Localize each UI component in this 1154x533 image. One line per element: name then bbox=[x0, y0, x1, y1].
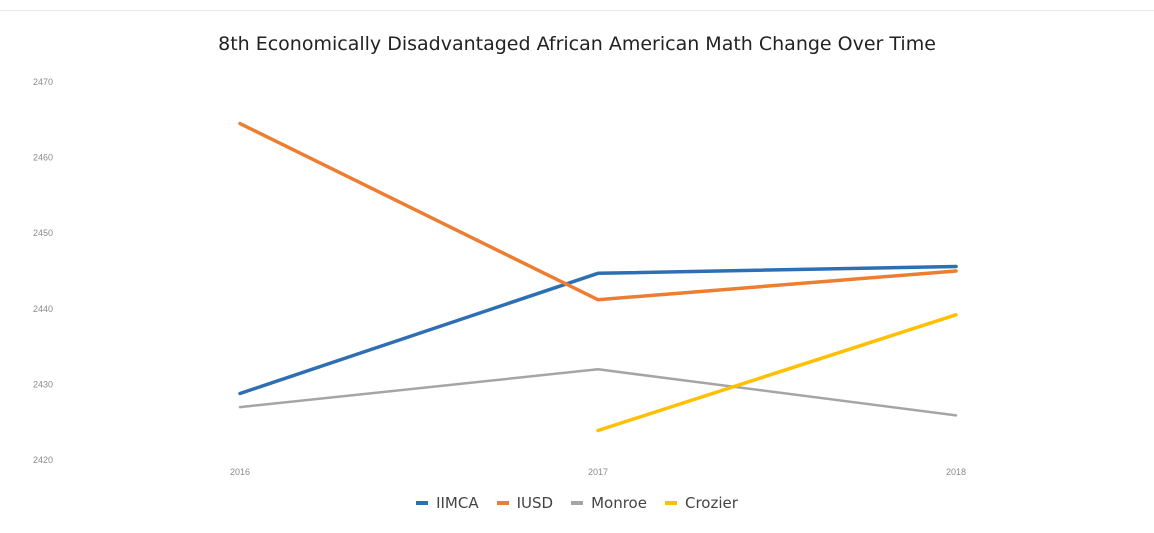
series-line-monroe bbox=[238, 368, 958, 417]
series-line-iusd bbox=[238, 121, 958, 302]
y-tick-label: 2470 bbox=[33, 77, 53, 87]
legend-item-monroe: Monroe bbox=[571, 494, 647, 512]
legend-label: Crozier bbox=[684, 494, 738, 512]
y-tick-label: 2420 bbox=[33, 455, 53, 465]
chart-title: 8th Economically Disadvantaged African A… bbox=[218, 33, 936, 55]
y-tick-label: 2440 bbox=[33, 304, 53, 314]
y-tick-label: 2430 bbox=[33, 379, 53, 389]
x-tick-label: 2016 bbox=[230, 467, 250, 477]
series-line-crozier bbox=[596, 313, 958, 433]
legend-swatch bbox=[571, 501, 584, 505]
x-tick-label: 2018 bbox=[946, 467, 966, 477]
top-divider bbox=[0, 10, 1154, 11]
legend-item-iusd: IUSD bbox=[496, 494, 554, 512]
y-tick-label: 2450 bbox=[33, 228, 53, 238]
series-line-iimca bbox=[238, 264, 958, 396]
x-tick-label: 2017 bbox=[588, 467, 608, 477]
legend-swatch bbox=[416, 501, 429, 505]
legend-item-crozier: Crozier bbox=[664, 494, 738, 512]
legend-swatch bbox=[664, 501, 677, 505]
legend-swatch bbox=[496, 501, 509, 505]
legend-item-iimca: IIMCA bbox=[416, 494, 479, 512]
y-tick-label: 2460 bbox=[33, 153, 53, 163]
legend-label: IIMCA bbox=[436, 494, 479, 512]
legend-label: Monroe bbox=[591, 494, 647, 512]
legend: IIMCA IUSD Monroe Crozier bbox=[0, 494, 1154, 512]
legend-label: IUSD bbox=[516, 494, 554, 512]
